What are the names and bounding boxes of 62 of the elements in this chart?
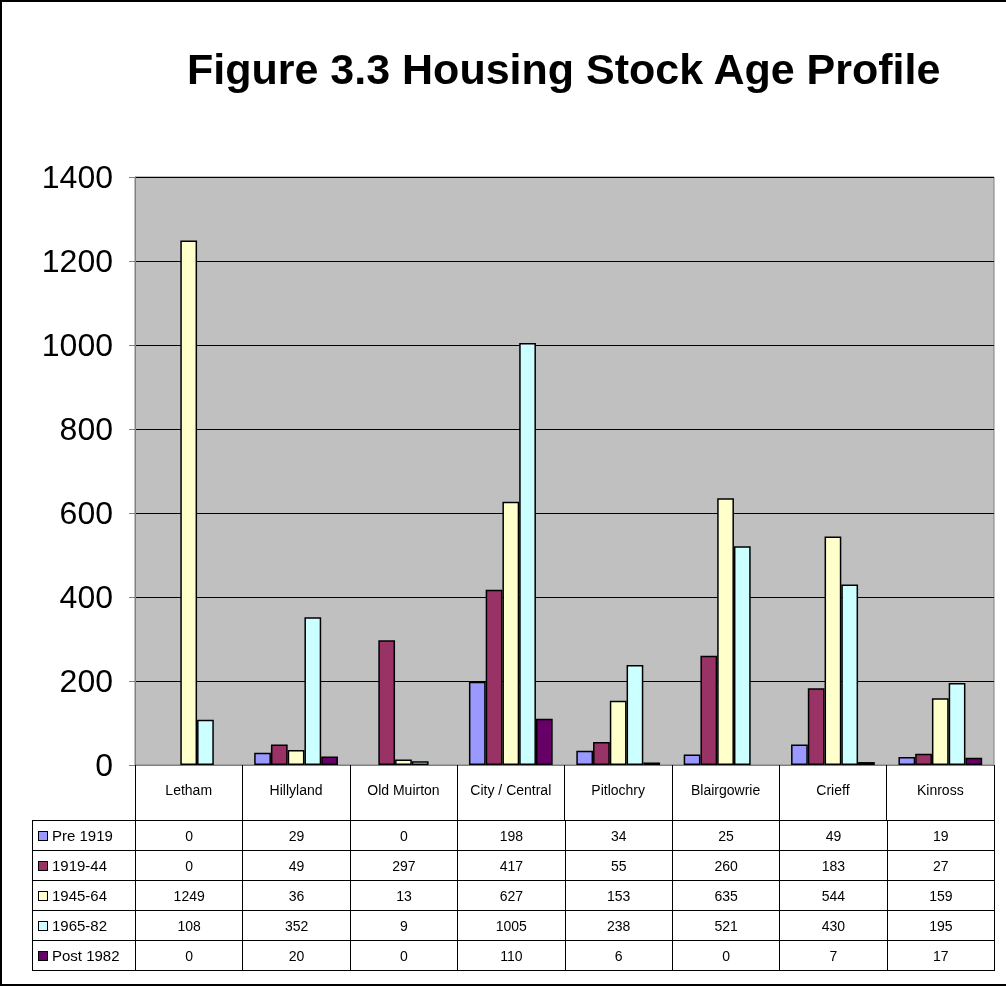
y-tick-label: 200 bbox=[59, 663, 113, 699]
data-label: 352 bbox=[242, 910, 351, 941]
y-tick-label: 600 bbox=[59, 495, 113, 531]
data-label: 110 bbox=[457, 940, 565, 971]
x-tick-label: City / Central bbox=[470, 782, 552, 798]
data-label: 25 bbox=[672, 820, 780, 851]
x-tick-label: Crieff bbox=[816, 782, 850, 798]
x-tick-label: Pitlochry bbox=[591, 782, 646, 798]
chart-title: Figure 3.3 Housing Stock Age Profile bbox=[187, 44, 941, 93]
y-tick-label: 400 bbox=[59, 579, 113, 615]
x-tick-label: Blairgowrie bbox=[690, 782, 761, 798]
data-label: 521 bbox=[672, 910, 780, 941]
legend-label: Pre 1919 bbox=[32, 820, 136, 851]
y-tick-label: 0 bbox=[95, 747, 113, 783]
data-label: 19 bbox=[887, 820, 995, 851]
data-label: 27 bbox=[887, 850, 995, 881]
data-label: 238 bbox=[565, 910, 673, 941]
data-label: 417 bbox=[457, 850, 565, 881]
data-label: 1249 bbox=[135, 880, 243, 911]
data-label: 36 bbox=[242, 880, 351, 911]
data-label: 7 bbox=[779, 940, 888, 971]
data-label: 0 bbox=[350, 940, 458, 971]
data-label: 635 bbox=[672, 880, 780, 911]
data-label: 0 bbox=[135, 940, 243, 971]
data-label: 198 bbox=[457, 820, 565, 851]
legend-label: 1965-82 bbox=[32, 910, 136, 941]
data-label: 260 bbox=[672, 850, 780, 881]
legend-label: 1945-64 bbox=[32, 880, 136, 911]
data-label: 544 bbox=[779, 880, 888, 911]
data-label: 9 bbox=[350, 910, 458, 941]
y-tick-label: 1200 bbox=[41, 243, 113, 279]
x-tick-label: Old Muirton bbox=[367, 782, 440, 798]
data-label: 29 bbox=[242, 820, 351, 851]
data-label: 159 bbox=[887, 880, 995, 911]
data-label: 0 bbox=[672, 940, 780, 971]
data-label: 195 bbox=[887, 910, 995, 941]
data-label: 430 bbox=[779, 910, 888, 941]
data-label: 153 bbox=[565, 880, 673, 911]
legend-label: 1919-44 bbox=[32, 850, 136, 881]
data-label: 20 bbox=[242, 940, 351, 971]
x-tick-label: Hillyland bbox=[269, 782, 323, 798]
y-tick-label: 1400 bbox=[41, 159, 113, 195]
data-label: 49 bbox=[242, 850, 351, 881]
y-tick-label: 1000 bbox=[41, 327, 113, 363]
y-tick-label: 800 bbox=[59, 411, 113, 447]
data-label: 297 bbox=[350, 850, 458, 881]
x-tick-label: Kinross bbox=[916, 782, 964, 798]
x-tick-label: Letham bbox=[165, 782, 213, 798]
data-label: 183 bbox=[779, 850, 888, 881]
data-label: 627 bbox=[457, 880, 565, 911]
data-label: 0 bbox=[135, 820, 243, 851]
data-label: 0 bbox=[350, 820, 458, 851]
data-label: 108 bbox=[135, 910, 243, 941]
legend-label: Post 1982 bbox=[32, 940, 136, 971]
data-label: 55 bbox=[565, 850, 673, 881]
data-label: 13 bbox=[350, 880, 458, 911]
data-label: 0 bbox=[135, 850, 243, 881]
data-label: 1005 bbox=[457, 910, 565, 941]
data-label: 49 bbox=[779, 820, 888, 851]
data-label: 6 bbox=[565, 940, 673, 971]
data-label: 17 bbox=[887, 940, 995, 971]
data-label: 34 bbox=[565, 820, 673, 851]
